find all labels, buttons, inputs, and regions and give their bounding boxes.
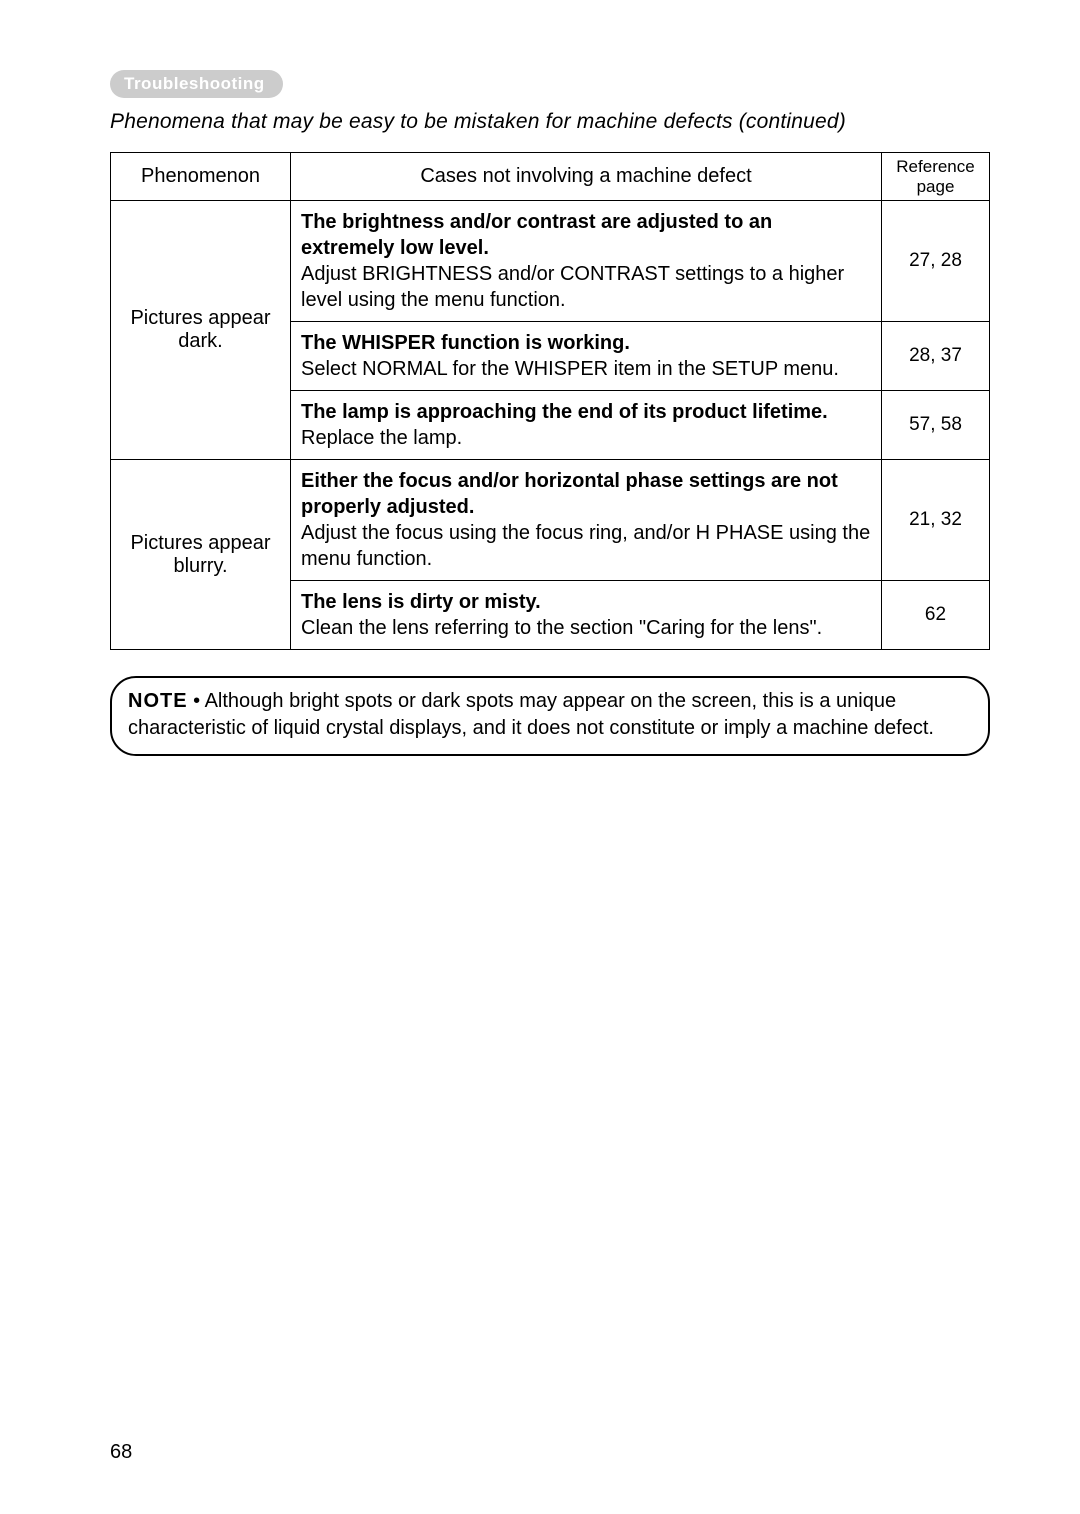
th-reference: Reference page [882, 153, 990, 201]
note-text: • Although bright spots or dark spots ma… [128, 690, 934, 739]
ref-cell: 27, 28 [882, 201, 990, 322]
ref-cell: 21, 32 [882, 460, 990, 581]
table-row: Pictures appear dark. The brightness and… [111, 201, 990, 322]
case-normal: Clean the lens referring to the section … [301, 617, 822, 639]
case-normal: Adjust BRIGHTNESS and/or CONTRAST settin… [301, 263, 844, 311]
table-row: Pictures appear blurry. Either the focus… [111, 460, 990, 581]
th-phenomenon: Phenomenon [111, 153, 291, 201]
case-bold: The lamp is approaching the end of its p… [301, 401, 828, 423]
case-cell: The lens is dirty or misty. Clean the le… [291, 581, 882, 650]
case-cell: The lamp is approaching the end of its p… [291, 391, 882, 460]
case-normal: Adjust the focus using the focus ring, a… [301, 522, 870, 570]
phenomenon-cell: Pictures appear blurry. [111, 460, 291, 650]
note-label: NOTE [128, 690, 188, 712]
case-normal: Select NORMAL for the WHISPER item in th… [301, 358, 839, 380]
page-subtitle: Phenomena that may be easy to be mistake… [110, 110, 990, 134]
section-tag: Troubleshooting [110, 70, 283, 98]
case-cell: The WHISPER function is working. Select … [291, 322, 882, 391]
ref-cell: 62 [882, 581, 990, 650]
case-cell: Either the focus and/or horizontal phase… [291, 460, 882, 581]
ref-cell: 57, 58 [882, 391, 990, 460]
phenomenon-cell: Pictures appear dark. [111, 201, 291, 460]
case-bold: Either the focus and/or horizontal phase… [301, 470, 838, 518]
page-number: 68 [110, 1441, 132, 1464]
case-normal: Replace the lamp. [301, 427, 462, 449]
case-cell: The brightness and/or contrast are adjus… [291, 201, 882, 322]
case-bold: The WHISPER function is working. [301, 332, 630, 354]
note-box: NOTE • Although bright spots or dark spo… [110, 676, 990, 756]
case-bold: The brightness and/or contrast are adjus… [301, 211, 772, 259]
ref-cell: 28, 37 [882, 322, 990, 391]
troubleshooting-table: Phenomenon Cases not involving a machine… [110, 152, 990, 650]
case-bold: The lens is dirty or misty. [301, 591, 541, 613]
th-cases: Cases not involving a machine defect [291, 153, 882, 201]
